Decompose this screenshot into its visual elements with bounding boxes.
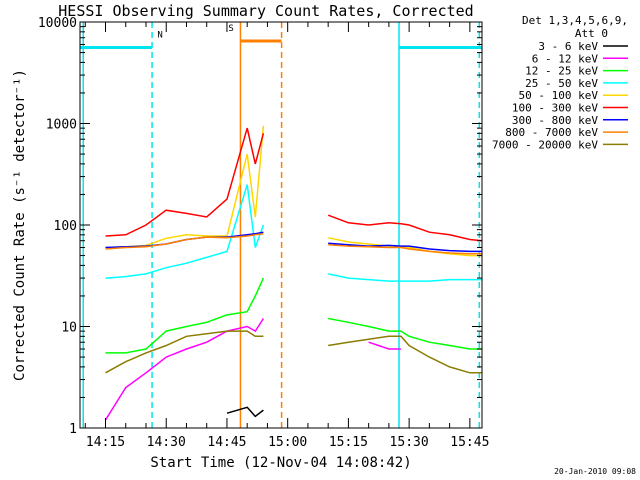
y-tick-label: 100	[54, 219, 77, 234]
y-tick-label: 1000	[46, 118, 77, 133]
x-tick-label: 15:30	[390, 435, 429, 450]
x-tick-label: 15:45	[450, 435, 489, 450]
y-tick-label: 10000	[38, 16, 77, 31]
legend-entry-label: 7000 - 20000 keV	[492, 138, 598, 151]
x-tick-label: 15:15	[329, 435, 368, 450]
timestamp: 20-Jan-2010 09:08	[554, 467, 636, 476]
legend-entry-label: 3 - 6 keV	[538, 40, 598, 53]
legend-entry-label: 50 - 100 keV	[519, 89, 599, 102]
y-axis: 1 10 100 1000 10000	[38, 16, 482, 437]
x-tick-label: 14:30	[147, 435, 186, 450]
y-tick-label: 10	[61, 321, 77, 336]
chart-title: HESSI Observing Summary Count Rates, Cor…	[58, 2, 473, 20]
series-line	[105, 231, 482, 253]
annotation-label: N	[157, 31, 162, 41]
series-line	[226, 406, 264, 418]
legend-entry-label: 300 - 800 keV	[512, 114, 598, 127]
series-line	[105, 277, 482, 354]
series-lines	[104, 125, 482, 421]
x-tick-label: 14:45	[207, 435, 246, 450]
legend-entry-label: 800 - 7000 keV	[505, 126, 598, 139]
annotation-label: S	[228, 24, 233, 34]
series-line	[105, 184, 482, 282]
legend-entry-label: 100 - 300 keV	[512, 102, 598, 115]
annotation-bars: NS	[80, 24, 482, 50]
series-line	[105, 330, 482, 374]
vertical-markers	[82, 22, 481, 428]
legend-header: Att 0	[575, 27, 608, 40]
x-tick-label: 15:00	[268, 435, 307, 450]
y-axis-label: Corrected Count Rate (s⁻¹ detector⁻¹)	[12, 69, 28, 381]
legend-header: Det 1,3,4,5,6,9,	[522, 14, 628, 27]
y-tick-label: 1	[69, 422, 77, 437]
legend-entry-label: 25 - 50 keV	[525, 77, 598, 90]
legend-entry-label: 12 - 25 keV	[525, 65, 598, 78]
x-axis: 14:15 14:30 14:45 15:00 15:15 15:30 15:45	[84, 22, 489, 450]
series-line	[105, 125, 482, 257]
series-line	[105, 232, 482, 255]
series-line	[104, 318, 401, 421]
series-line	[105, 127, 482, 242]
x-axis-label: Start Time (12-Nov-04 14:08:42)	[150, 455, 411, 471]
x-tick-label: 14:15	[86, 435, 125, 450]
legend-entry-label: 6 - 12 keV	[532, 52, 599, 65]
